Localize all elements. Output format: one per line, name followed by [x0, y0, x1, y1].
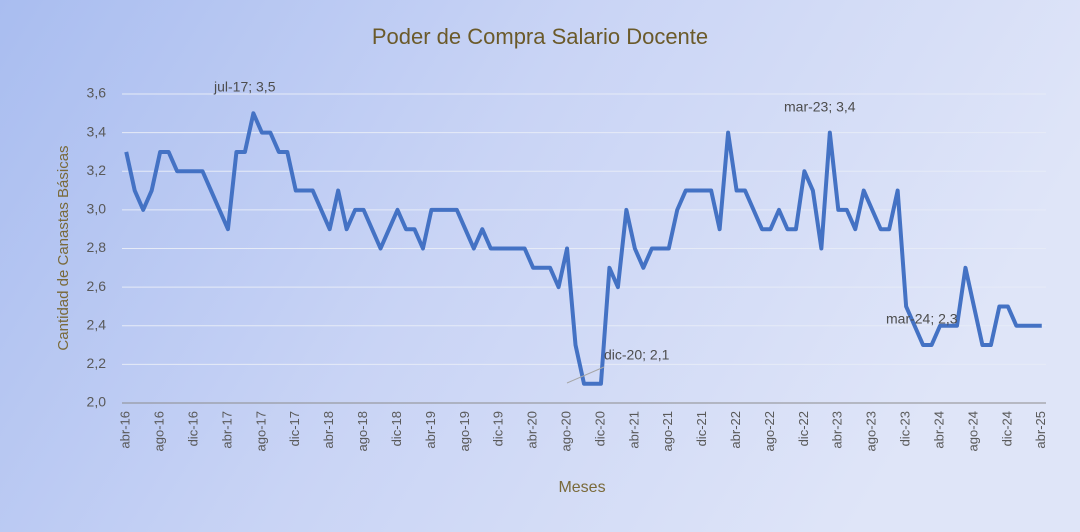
x-tick-label: abr-22 — [728, 411, 743, 449]
x-tick-label: ago-21 — [660, 411, 675, 451]
x-tick-label: dic-23 — [898, 411, 913, 446]
x-tick-label: dic-17 — [287, 411, 302, 446]
x-tick-label: abr-25 — [1033, 411, 1048, 449]
x-tick-label: ago-16 — [152, 411, 167, 451]
x-tick-label: abr-23 — [830, 411, 845, 449]
x-tick-label: dic-22 — [796, 411, 811, 446]
y-tick-label: 2,2 — [87, 355, 107, 371]
y-tick-label: 2,8 — [87, 239, 107, 255]
data-line — [124, 111, 1042, 386]
y-axis-label: Cantidad de Canastas Básicas — [55, 145, 72, 350]
annotation: jul-17; 3,5 — [213, 79, 276, 95]
y-tick-label: 2,6 — [87, 278, 107, 294]
x-tick-label: abr-21 — [626, 411, 641, 449]
y-tick-label: 2,0 — [87, 394, 107, 410]
chart-title: Poder de Compra Salario Docente — [372, 24, 708, 49]
x-tick-label: ago-18 — [355, 411, 370, 451]
x-tick-label: abr-18 — [321, 411, 336, 449]
annotation: mar-24; 2,3 — [886, 311, 958, 327]
x-tick-label: ago-24 — [965, 411, 980, 451]
x-tick-label: abr-19 — [423, 411, 438, 449]
y-tick-label: 3,0 — [87, 201, 107, 217]
x-tick-label: dic-20 — [592, 411, 607, 446]
y-tick-label: 3,6 — [87, 85, 107, 101]
annotation: mar-23; 3,4 — [784, 99, 856, 115]
x-tick-label: ago-20 — [558, 411, 573, 451]
x-tick-label: ago-19 — [457, 411, 472, 451]
x-tick-label: dic-24 — [999, 411, 1014, 446]
plot-area: 2,0 2,2 2,4 2,6 2,8 3,0 3,2 3,4 3,6 abr-16 ago-16 d… — [87, 85, 1049, 452]
x-tick-label: ago-23 — [864, 411, 879, 451]
x-tick-label: dic-19 — [491, 411, 506, 446]
y-tick-label: 3,4 — [87, 123, 107, 139]
x-axis-label: Meses — [558, 479, 605, 496]
x-tick-label: abr-16 — [118, 411, 133, 449]
annotation: dic-20; 2,1 — [604, 347, 670, 363]
x-tick-label: abr-17 — [219, 411, 234, 449]
x-tick-label: ago-22 — [762, 411, 777, 451]
y-tick-label: 2,4 — [87, 316, 107, 332]
leader-line — [566, 366, 605, 384]
x-tick-label: dic-18 — [389, 411, 404, 446]
y-tick-label: 3,2 — [87, 162, 107, 178]
x-tick-label: abr-24 — [931, 411, 946, 449]
x-tick-label: abr-20 — [525, 411, 540, 449]
x-tick-label: ago-17 — [253, 411, 268, 451]
x-tick-label: dic-16 — [185, 411, 200, 446]
x-tick-label: dic-21 — [694, 411, 709, 446]
